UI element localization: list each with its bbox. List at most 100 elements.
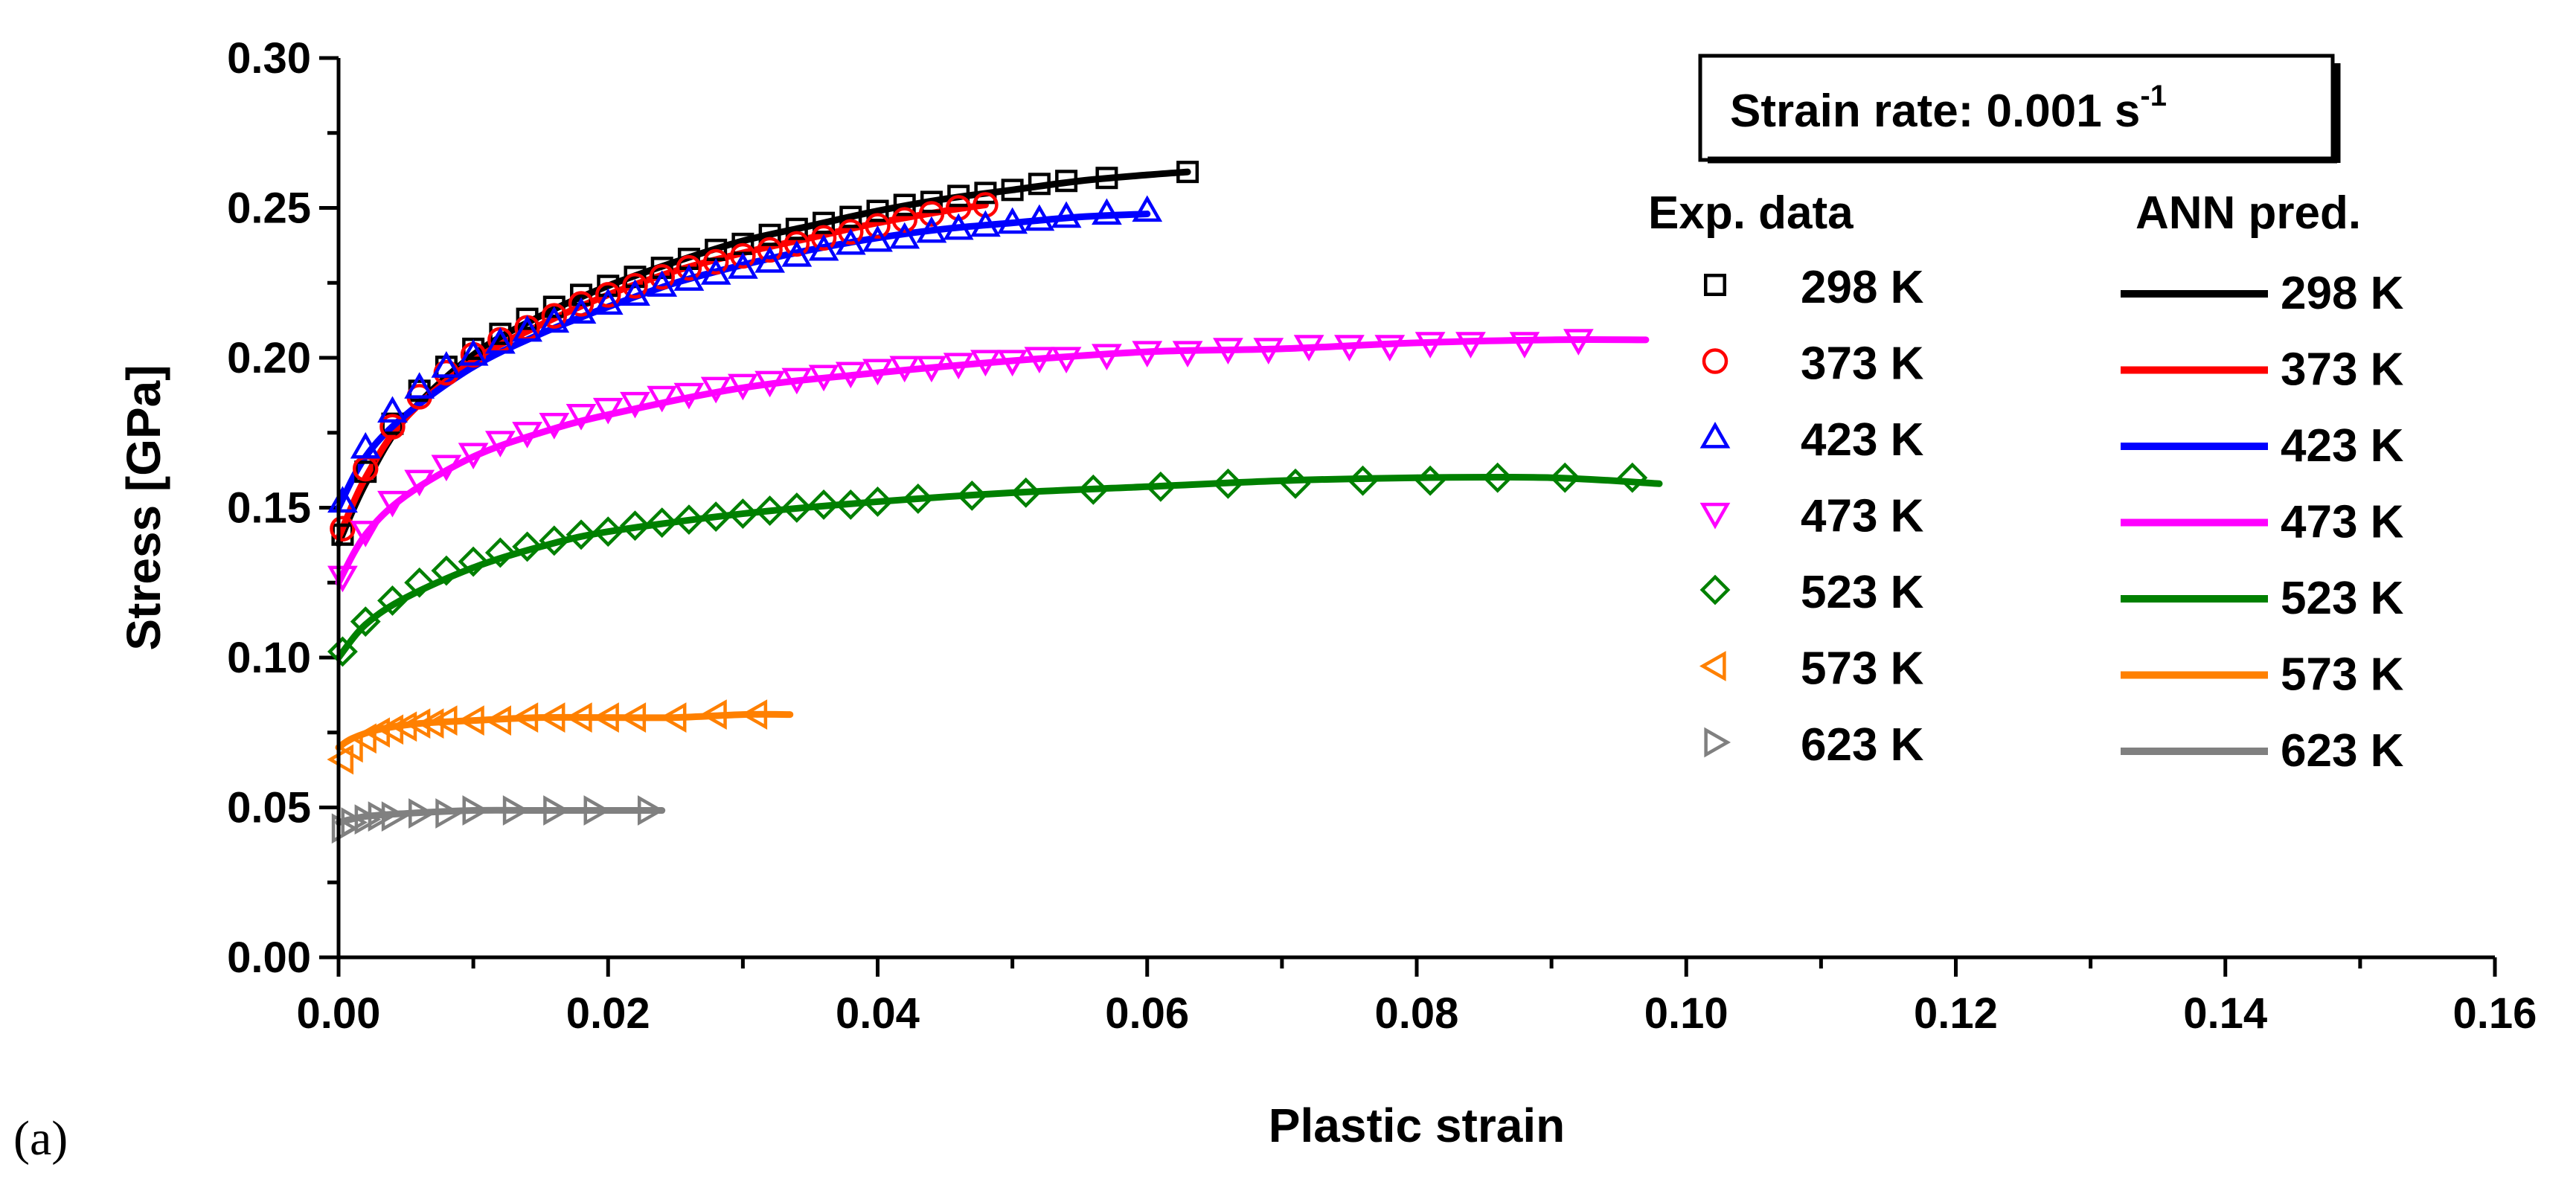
- exp-point-423-k: [539, 306, 570, 333]
- exp-point-298-k: [1176, 161, 1199, 184]
- legend-exp-label-423-k: 423 K: [1801, 414, 1924, 466]
- exp-point-373-k: [784, 231, 810, 257]
- exp-point-523-k: [620, 510, 650, 542]
- exp-point-523-k: [1414, 465, 1446, 496]
- exp-point-298-k: [1001, 179, 1024, 202]
- exp-point-623-k: [462, 795, 490, 826]
- exp-point-473-k: [916, 356, 947, 383]
- exp-point-573-k: [619, 702, 647, 733]
- y-tick-label: 0.30: [227, 34, 311, 83]
- exp-point-623-k: [354, 804, 382, 835]
- exp-point-473-k: [404, 469, 435, 497]
- exp-point-623-k: [637, 795, 664, 826]
- y-axis-title: Stress [GPa]: [117, 364, 170, 650]
- x-tick-label: 0.08: [1375, 989, 1459, 1038]
- exp-point-473-k: [1293, 335, 1324, 362]
- exp-point-573-k: [700, 699, 727, 730]
- panel-label: (a): [13, 1111, 68, 1166]
- y-tick-label: 0.15: [227, 484, 311, 533]
- exp-point-423-k: [592, 288, 624, 315]
- exp-point-473-k: [1414, 332, 1446, 359]
- exp-point-423-k: [377, 396, 408, 423]
- exp-point-373-k: [730, 242, 756, 269]
- legend-marker-298-k: [1704, 274, 1726, 296]
- exp-point-473-k: [327, 565, 358, 593]
- y-tick-label: 0.05: [227, 784, 311, 832]
- exp-point-423-k: [565, 297, 597, 324]
- exp-point-473-k: [673, 382, 705, 410]
- exp-point-523-k: [377, 585, 408, 616]
- exp-point-423-k: [781, 240, 813, 267]
- exp-point-623-k: [543, 795, 570, 826]
- exp-point-473-k: [700, 376, 731, 404]
- legend-exp-label-373-k: 373 K: [1801, 338, 1924, 390]
- exp-point-523-k: [1145, 471, 1176, 502]
- legend-marker-623-k: [1704, 727, 1731, 758]
- exp-point-573-k: [592, 702, 619, 733]
- legend-marker-473-k: [1699, 502, 1731, 530]
- exp-point-423-k: [512, 315, 542, 342]
- legend-ann-label-423-k: 423 K: [2281, 420, 2404, 472]
- exp-point-523-k: [539, 525, 570, 556]
- exp-point-523-k: [592, 516, 624, 547]
- legend-ann-label-473-k: 473 K: [2281, 497, 2404, 548]
- exp-point-423-k: [835, 228, 866, 255]
- exp-point-298-k: [974, 181, 997, 205]
- exp-point-573-k: [659, 702, 687, 733]
- exp-point-523-k: [808, 489, 839, 520]
- exp-series-623-k: [331, 795, 664, 844]
- exp-point-623-k: [341, 807, 368, 838]
- exp-point-523-k: [956, 480, 987, 511]
- exp-point-573-k: [484, 705, 511, 736]
- exp-point-473-k: [889, 356, 920, 383]
- exp-point-423-k: [673, 264, 705, 291]
- exp-point-523-k: [835, 489, 866, 520]
- exp-point-298-k: [650, 257, 673, 280]
- x-tick-label: 0.14: [2183, 989, 2267, 1038]
- exp-point-523-k: [484, 537, 516, 568]
- exp-point-373-k: [865, 213, 891, 239]
- y-tick-label: 0.00: [227, 934, 311, 982]
- exp-series-573-k: [327, 699, 768, 775]
- exp-point-523-k: [862, 486, 893, 517]
- exp-point-473-k: [754, 370, 785, 398]
- exp-point-423-k: [754, 246, 785, 273]
- exp-point-473-k: [862, 359, 893, 386]
- exp-point-523-k: [700, 501, 731, 533]
- exp-point-623-k: [583, 795, 611, 826]
- exp-point-473-k: [1024, 347, 1055, 374]
- legend-marker-373-k: [1702, 348, 1728, 374]
- legend-ann-label-523-k: 523 K: [2281, 573, 2404, 624]
- exp-point-473-k: [350, 521, 381, 547]
- exp-point-373-k: [330, 515, 356, 542]
- exp-point-473-k: [1563, 329, 1594, 356]
- x-tick-label: 0.16: [2453, 989, 2537, 1038]
- exp-point-423-k: [943, 213, 974, 240]
- y-tick-label: 0.20: [227, 334, 311, 382]
- exp-point-523-k: [1212, 468, 1243, 499]
- exp-point-423-k: [889, 222, 920, 249]
- strain-rate-superscript: -1: [2140, 80, 2167, 112]
- exp-point-473-k: [997, 350, 1028, 377]
- exp-point-473-k: [1051, 347, 1082, 374]
- exp-point-373-k: [838, 219, 864, 245]
- exp-point-523-k: [1549, 462, 1580, 493]
- exp-point-298-k: [947, 184, 970, 208]
- exp-point-298-k: [839, 205, 862, 228]
- exp-point-298-k: [542, 295, 565, 318]
- x-tick-label: 0.06: [1105, 989, 1189, 1038]
- exp-point-473-k: [458, 443, 489, 469]
- exp-point-423-k: [1092, 198, 1122, 225]
- exp-point-473-k: [1455, 332, 1486, 359]
- x-tick-label: 0.12: [1914, 989, 1998, 1038]
- exp-point-473-k: [808, 364, 839, 392]
- exp-point-423-k: [484, 327, 516, 354]
- exp-point-473-k: [970, 350, 1001, 377]
- exp-point-473-k: [1253, 338, 1284, 364]
- exp-point-423-k: [1132, 195, 1163, 222]
- exp-point-573-k: [458, 705, 484, 736]
- exp-point-473-k: [431, 454, 462, 482]
- legend-exp-label-623-k: 623 K: [1801, 719, 1924, 771]
- exp-point-298-k: [785, 217, 808, 240]
